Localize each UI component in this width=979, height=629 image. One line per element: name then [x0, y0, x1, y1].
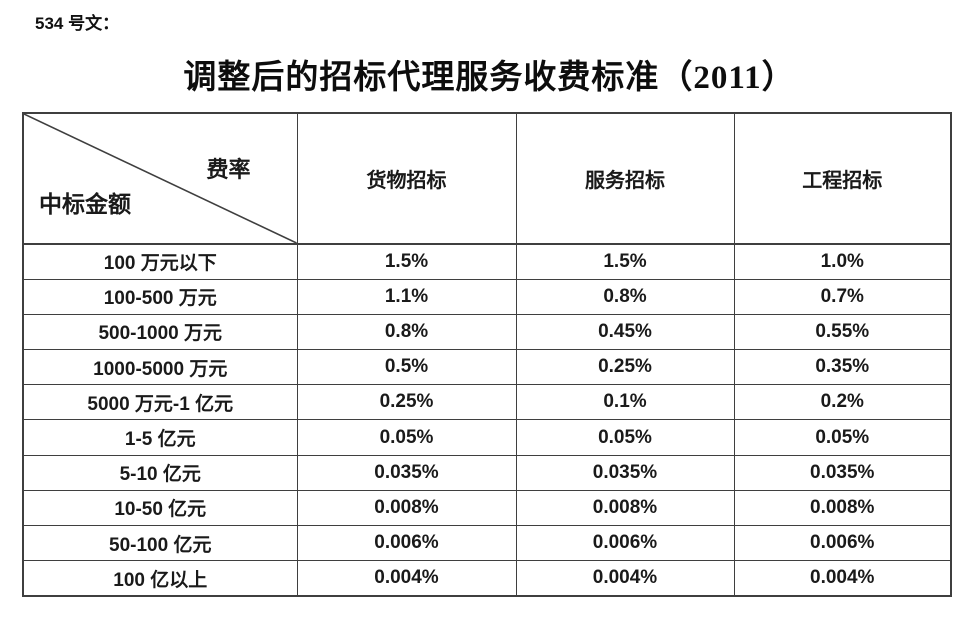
doc-number-label: 534 号文： [35, 14, 120, 33]
diagonal-divider-line [24, 114, 297, 243]
fee-value-cell: 0.8% [296, 313, 517, 351]
fee-value-cell: 0.008% [515, 489, 735, 527]
table-row: 100 亿以上 0.004% 0.004% 0.004% [22, 560, 952, 597]
column-header-works: 工程招标 [733, 112, 952, 245]
table-row: 100 万元以下 1.5% 1.5% 1.0% [22, 243, 952, 280]
fee-value-cell: 1.1% [296, 278, 517, 315]
fee-value-cell: 0.035% [515, 454, 735, 491]
row-label: 5000 万元-1 亿元 [22, 384, 298, 421]
fee-value-cell: 0.004% [296, 560, 517, 597]
fee-value-cell: 0.035% [296, 454, 517, 491]
page-title: 调整后的招标代理服务收费标准（2011） [183, 60, 796, 96]
table-row: 5000 万元-1 亿元 0.25% 0.1% 0.2% [22, 384, 952, 421]
fee-value-cell: 0.006% [733, 524, 952, 562]
fee-value-cell: 0.55% [733, 313, 952, 351]
row-label: 50-100 亿元 [22, 524, 298, 562]
fee-value-cell: 0.45% [515, 313, 735, 351]
fee-value-cell: 0.035% [733, 454, 952, 491]
fee-value-cell: 1.0% [733, 243, 952, 280]
fee-value-cell: 1.5% [515, 243, 735, 280]
row-label: 500-1000 万元 [22, 313, 298, 351]
fee-value-cell: 0.35% [733, 349, 952, 386]
table-row: 1-5 亿元 0.05% 0.05% 0.05% [22, 419, 952, 456]
fee-value-cell: 0.004% [733, 560, 952, 597]
fee-value-cell: 0.7% [733, 278, 952, 315]
fee-value-cell: 0.1% [515, 384, 735, 421]
row-label: 1000-5000 万元 [22, 349, 298, 386]
fee-value-cell: 0.5% [296, 349, 517, 386]
row-label: 10-50 亿元 [22, 489, 298, 527]
fee-value-cell: 0.006% [515, 524, 735, 562]
row-label: 100 万元以下 [22, 243, 298, 280]
header-row: 费率 中标金额 货物招标 服务招标 工程招标 [22, 112, 952, 245]
fee-value-cell: 0.8% [515, 278, 735, 315]
fee-value-cell: 0.2% [733, 384, 952, 421]
fee-value-cell: 0.25% [515, 349, 735, 386]
fee-value-cell: 0.05% [733, 419, 952, 456]
column-header-services: 服务招标 [515, 112, 735, 245]
table-row: 1000-5000 万元 0.5% 0.25% 0.35% [22, 349, 952, 386]
table-row: 5-10 亿元 0.035% 0.035% 0.035% [22, 454, 952, 491]
fee-value-cell: 0.008% [733, 489, 952, 527]
fee-value-cell: 0.008% [296, 489, 517, 527]
fee-value-cell: 0.006% [296, 524, 517, 562]
fee-value-cell: 0.05% [515, 419, 735, 456]
fee-value-cell: 0.25% [296, 384, 517, 421]
column-header-goods: 货物招标 [296, 112, 517, 245]
fee-value-cell: 1.5% [296, 243, 517, 280]
table-row: 10-50 亿元 0.008% 0.008% 0.008% [22, 489, 952, 527]
corner-label-bid-amount: 中标金额 [39, 192, 131, 217]
table-row: 50-100 亿元 0.006% 0.006% 0.006% [22, 524, 952, 562]
row-label: 5-10 亿元 [22, 454, 298, 491]
table-row: 500-1000 万元 0.8% 0.45% 0.55% [22, 313, 952, 351]
row-label: 100 亿以上 [22, 560, 298, 597]
fee-value-cell: 0.05% [296, 419, 517, 456]
row-label: 1-5 亿元 [22, 419, 298, 456]
fee-value-cell: 0.004% [515, 560, 735, 597]
corner-header-cell: 费率 中标金额 [22, 112, 298, 245]
row-label: 100-500 万元 [22, 278, 298, 315]
table-row: 100-500 万元 1.1% 0.8% 0.7% [22, 278, 952, 315]
corner-label-fee-rate: 费率 [206, 157, 251, 182]
fee-rate-table: 费率 中标金额 货物招标 服务招标 工程招标 100 万元以下 1.5% 1.5… [22, 112, 952, 597]
